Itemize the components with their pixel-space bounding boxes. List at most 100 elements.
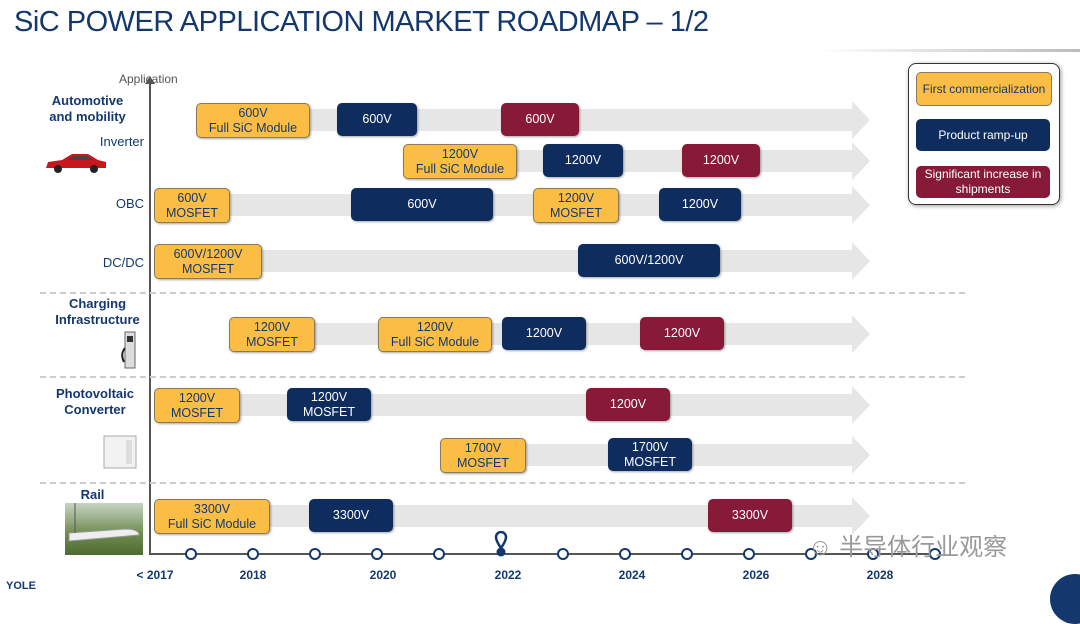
milestone-first-inverter-600: 600V Full SiC Module [196, 103, 310, 138]
milestone-label: 600V/1200V [173, 246, 243, 261]
milestone-increase-inverter-600: 600V [501, 103, 579, 136]
milestone-ramp-inverter-1200: 1200V [543, 144, 623, 177]
title-rule [820, 49, 1080, 52]
milestone-increase-inverter-1200: 1200V [682, 144, 760, 177]
milestone-first-obc: 600V MOSFET [154, 188, 230, 223]
milestone-label: MOSFET [456, 455, 510, 470]
separator [40, 376, 965, 378]
milestone-label: 3300V [193, 501, 231, 516]
milestone-ramp-inverter-600: 600V [337, 103, 417, 136]
timeline-arrow-obc [154, 186, 870, 224]
timeline-tick [371, 548, 383, 560]
car-icon [44, 152, 108, 174]
milestone-label: MOSFET [165, 205, 219, 220]
milestone-first-obc: 1200V MOSFET [533, 188, 619, 223]
milestone-label: 1200V [525, 326, 563, 340]
milestone-label: 1200V [609, 397, 647, 411]
sub-inverter: Inverter [99, 134, 144, 149]
timeline-tick [867, 548, 879, 560]
milestone-label: 1700V [631, 439, 669, 454]
milestone-ramp-rail: 3300V [309, 499, 393, 532]
category-photovoltaic: Photovoltaic Converter [55, 386, 134, 417]
timeline-tick [805, 548, 817, 560]
year-label: 2024 [618, 568, 646, 582]
milestone-ramp-obc: 1200V [659, 188, 741, 221]
sub-obc: OBC [115, 196, 144, 211]
milestone-label: 600V/1200V [614, 253, 684, 267]
milestone-label: 600V [238, 105, 268, 120]
charger-icon [120, 330, 140, 370]
milestone-label: 1200V [702, 153, 740, 167]
milestone-label: 1200V [663, 326, 701, 340]
legend-first-commercialization: First commercialization [916, 72, 1052, 106]
milestone-first-dcdc: 600V/1200V MOSFET [154, 244, 262, 279]
year-label: 2018 [239, 568, 267, 582]
milestone-first-pv-1700: 1700V MOSFET [440, 438, 526, 473]
timeline-arrow-pv-1200 [154, 386, 870, 424]
timeline-tick [185, 548, 197, 560]
milestone-increase-pv-1200: 1200V [586, 388, 670, 421]
milestone-label: Full SiC Module [415, 161, 505, 176]
milestone-label: 600V [362, 112, 392, 126]
timeline-tick [433, 548, 445, 560]
y-axis [149, 82, 151, 554]
milestone-increase-rail: 3300V [708, 499, 792, 532]
legend: First commercialization Product ramp-up … [908, 63, 1060, 205]
milestone-label: 600V [525, 112, 555, 126]
yole-logo: YOLE [6, 580, 36, 592]
milestone-first-inverter-1200: 1200V Full SiC Module [403, 144, 517, 179]
x-axis [149, 553, 939, 555]
milestone-label: MOSFET [181, 261, 235, 276]
milestone-label: 1200V [681, 197, 719, 211]
milestone-label: 1200V [557, 190, 595, 205]
milestone-label: MOSFET [245, 334, 299, 349]
y-axis-arrow-icon [145, 76, 155, 84]
timeline-tick [743, 548, 755, 560]
milestone-label: Full SiC Module [167, 516, 257, 531]
milestone-label: 1200V [564, 153, 602, 167]
milestone-first-charging: 1200V MOSFET [229, 317, 315, 352]
milestone-ramp-pv-1700: 1700V MOSFET [608, 438, 692, 471]
milestone-first-pv-1200: 1200V MOSFET [154, 388, 240, 423]
milestone-first-charging: 1200V Full SiC Module [378, 317, 492, 352]
train-icon [65, 503, 143, 555]
milestone-label: 600V [407, 197, 437, 211]
sub-dcdc: DC/DC [102, 255, 144, 270]
timeline-tick [929, 548, 941, 560]
timeline-tick [619, 548, 631, 560]
timeline-tick [557, 548, 569, 560]
milestone-label: MOSFET [170, 405, 224, 420]
timeline-tick [247, 548, 259, 560]
year-label: 2022 [494, 568, 522, 582]
milestone-label: MOSFET [549, 205, 603, 220]
category-rail: Rail [80, 487, 105, 502]
corner-badge [1050, 574, 1080, 624]
milestone-label: 600V [177, 190, 207, 205]
milestone-label: 3300V [731, 508, 769, 522]
current-year-pin-icon [494, 530, 508, 562]
watermark: ☺ 半导体行业观察 [808, 527, 1007, 562]
milestone-label: Full SiC Module [208, 120, 298, 135]
milestone-label: 3300V [332, 508, 370, 522]
milestone-label: 1200V [178, 390, 216, 405]
timeline-tick [309, 548, 321, 560]
category-charging: Charging Infrastructure [55, 296, 140, 327]
milestone-increase-charging: 1200V [640, 317, 724, 350]
milestone-ramp-dcdc: 600V/1200V [578, 244, 720, 277]
milestone-ramp-pv-1200: 1200V MOSFET [287, 388, 371, 421]
category-automotive: Automotive and mobility [49, 93, 126, 124]
watermark-text: 半导体行业观察 [839, 534, 1008, 561]
milestone-label: 1200V [441, 146, 479, 161]
milestone-label: 1700V [464, 440, 502, 455]
milestone-first-rail: 3300V Full SiC Module [154, 499, 270, 534]
milestone-label: 1200V [253, 319, 291, 334]
timeline-tick [681, 548, 693, 560]
page-title: SiC POWER APPLICATION MARKET ROADMAP – 1… [14, 6, 709, 38]
wechat-icon: ☺ [808, 534, 840, 561]
milestone-label: MOSFET [302, 404, 356, 419]
year-label: 2028 [866, 568, 894, 582]
milestone-label: Full SiC Module [390, 334, 480, 349]
milestone-ramp-charging: 1200V [502, 317, 586, 350]
year-label: 2020 [369, 568, 397, 582]
legend-significant-increase: Significant increase in shipments [916, 166, 1050, 198]
